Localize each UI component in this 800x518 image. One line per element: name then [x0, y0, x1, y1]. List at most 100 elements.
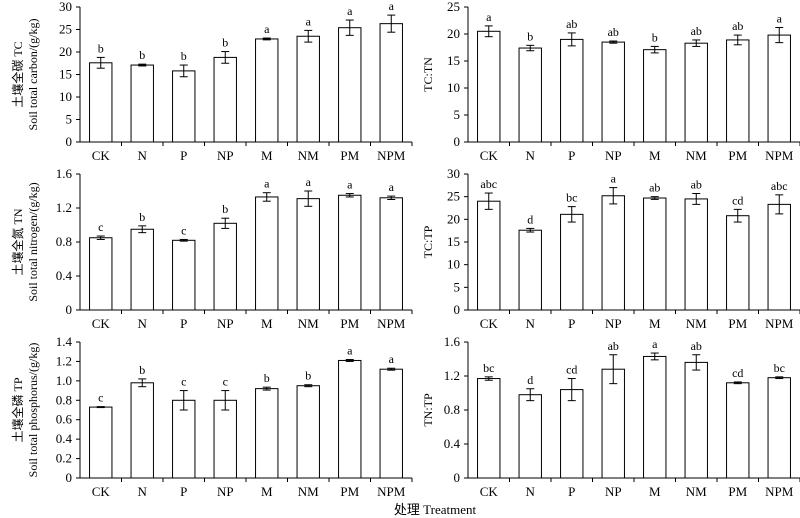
- y-tick-label: 15: [59, 67, 72, 82]
- category-label: M: [649, 484, 661, 499]
- bar: [477, 200, 501, 311]
- bar: [684, 42, 708, 143]
- significance-label: ab: [691, 24, 702, 38]
- category-label: NP: [217, 316, 234, 331]
- category-label: CK: [480, 148, 499, 163]
- significance-label: abc: [771, 179, 788, 193]
- significance-label: b: [264, 371, 270, 385]
- significance-label: a: [264, 22, 270, 36]
- y-tick-label: 0.2: [56, 451, 72, 466]
- category-label: CK: [92, 316, 111, 331]
- category-label: NP: [217, 484, 234, 499]
- significance-label: ab: [649, 181, 660, 195]
- y-tick-label: 0: [454, 470, 461, 485]
- category-label: NM: [686, 148, 707, 163]
- category-label: NP: [605, 316, 622, 331]
- bar: [518, 229, 542, 311]
- bar: [130, 382, 154, 479]
- category-label: NM: [686, 484, 707, 499]
- bar: [255, 388, 279, 479]
- y-tick-label: 0: [66, 302, 73, 317]
- y-tick-label: 1.4: [56, 334, 73, 349]
- bar: [172, 399, 196, 479]
- y-tick-label: 20: [447, 211, 460, 226]
- y-tick-label: 5: [454, 107, 461, 122]
- chart-panel-tn: 0 0.4 0.8 1.2 1.6 c CK b Nc Pb NP a Ma NM a PM a NPM 土壤全氮 …: [10, 166, 413, 331]
- bar: [213, 56, 237, 143]
- y-tick-label: 25: [447, 0, 460, 14]
- bar: [296, 385, 320, 479]
- bar: [255, 38, 279, 143]
- significance-label: ab: [691, 339, 702, 353]
- y-axis-label: Soil total phosphorus/(g/kg): [26, 343, 40, 478]
- y-tick-label: 5: [66, 112, 73, 127]
- category-label: CK: [480, 316, 499, 331]
- category-label: P: [180, 148, 187, 163]
- category-label: P: [568, 316, 575, 331]
- significance-label: ab: [608, 339, 619, 353]
- significance-label: b: [139, 363, 145, 377]
- y-tick-label: 1.2: [56, 200, 72, 215]
- y-tick-label: 1.0: [56, 373, 72, 388]
- significance-label: a: [777, 12, 783, 26]
- category-label: NPM: [377, 148, 406, 163]
- significance-label: cd: [732, 193, 743, 207]
- significance-label: bc: [483, 361, 494, 375]
- y-tick-label: 0.4: [56, 431, 73, 446]
- bar: [172, 70, 196, 143]
- significance-label: c: [223, 375, 228, 389]
- category-label: CK: [92, 148, 111, 163]
- bar: [296, 198, 320, 311]
- y-tick-label: 10: [59, 89, 72, 104]
- y-tick-label: 10: [447, 80, 460, 95]
- bar: [767, 377, 791, 479]
- significance-label: ab: [732, 19, 743, 33]
- y-axis-label: TC:TP: [421, 225, 435, 258]
- category-label: NM: [298, 148, 319, 163]
- y-tick-label: 30: [447, 166, 460, 181]
- y-tick-label: 0.8: [56, 392, 72, 407]
- category-label: PM: [340, 148, 359, 163]
- y-axis-label: 土壤全碳 TC: [10, 41, 25, 107]
- y-axis-label: 土壤全磷 TP: [10, 377, 25, 442]
- y-tick-label: 25: [59, 22, 72, 37]
- y-tick-label: 10: [447, 257, 460, 272]
- y-tick-label: 30: [59, 0, 72, 14]
- significance-label: ab: [566, 17, 577, 31]
- y-tick-label: 0: [66, 134, 73, 149]
- significance-label: a: [486, 10, 492, 24]
- significance-label: a: [389, 352, 395, 366]
- significance-label: bc: [566, 191, 577, 205]
- bar: [601, 195, 625, 311]
- bar: [130, 64, 154, 143]
- category-label: M: [649, 148, 661, 163]
- significance-label: a: [389, 180, 395, 194]
- significance-label: b: [305, 369, 311, 383]
- category-label: N: [526, 148, 536, 163]
- y-axis-label: TC:TN: [421, 57, 435, 92]
- significance-label: b: [181, 49, 187, 63]
- bar: [726, 215, 750, 311]
- category-label: NP: [605, 484, 622, 499]
- y-tick-label: 1.6: [444, 334, 461, 349]
- bar: [518, 394, 542, 479]
- category-label: CK: [92, 484, 111, 499]
- bar: [477, 30, 501, 143]
- bar: [477, 378, 501, 479]
- category-label: N: [526, 316, 536, 331]
- chart-panel-tc: 0 5 10 15 20 25 30 b CK b Nb Pb NP a Ma NM a PM a NPM 土壤全碳 T…: [10, 0, 413, 163]
- bar: [560, 213, 584, 311]
- bar: [213, 399, 237, 479]
- significance-label: bc: [774, 361, 785, 375]
- bar: [338, 27, 362, 143]
- bar: [560, 38, 584, 143]
- significance-label: ab: [608, 25, 619, 39]
- bar: [767, 34, 791, 143]
- y-tick-label: 1.2: [56, 353, 72, 368]
- significance-label: cd: [732, 366, 743, 380]
- bar: [643, 355, 667, 479]
- y-tick-label: 0.4: [56, 268, 73, 283]
- bar: [601, 368, 625, 479]
- y-tick-label: 1.2: [444, 368, 460, 383]
